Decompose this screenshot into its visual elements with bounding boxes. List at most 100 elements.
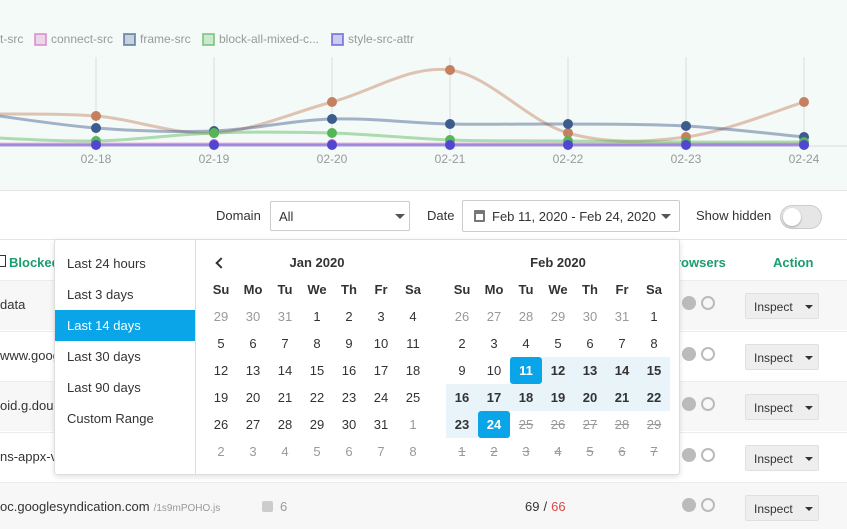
day-cell[interactable]: 31	[269, 303, 301, 330]
day-cell[interactable]: 30	[237, 303, 269, 330]
inspect-button[interactable]: Inspect	[745, 495, 819, 521]
header-checkbox[interactable]	[0, 255, 6, 267]
weekday: Tu	[518, 282, 534, 297]
range-option[interactable]: Last 90 days	[55, 372, 195, 403]
day-number: 5	[554, 336, 562, 351]
day-cell[interactable]: 20	[574, 384, 606, 411]
range-option[interactable]: Last 30 days	[55, 341, 195, 372]
range-option[interactable]: Last 3 days	[55, 279, 195, 310]
day-cell[interactable]: 14	[606, 357, 638, 384]
legend-label: style-src-attr	[348, 32, 414, 46]
day-cell[interactable]: 17	[365, 357, 397, 384]
day-cell[interactable]: 13	[237, 357, 269, 384]
day-cell[interactable]: 27	[237, 411, 269, 438]
date-input[interactable]: Feb 11, 2020 - Feb 24, 2020	[462, 200, 680, 232]
inspect-button[interactable]: Inspect	[745, 293, 819, 319]
day-cell[interactable]: 4	[269, 438, 301, 465]
inspect-button[interactable]: Inspect	[745, 444, 819, 471]
day-cell[interactable]: 28	[510, 303, 542, 330]
day-cell[interactable]: 12	[205, 357, 237, 384]
day-cell[interactable]: 13	[574, 357, 606, 384]
range-option[interactable]: Last 14 days	[55, 310, 195, 341]
day-number: 15	[309, 363, 325, 378]
day-cell[interactable]: 16	[446, 384, 478, 411]
day-cell[interactable]: 14	[269, 357, 301, 384]
day-cell[interactable]: 4	[397, 303, 429, 330]
day-cell[interactable]: 10	[365, 330, 397, 357]
day-cell[interactable]: 23	[333, 384, 365, 411]
inspect-button[interactable]: Inspect	[745, 343, 819, 370]
day-cell[interactable]: 30	[333, 411, 365, 438]
day-cell[interactable]: 29	[542, 303, 574, 330]
domain-select[interactable]: All	[270, 201, 410, 231]
day-cell[interactable]: 1	[301, 303, 333, 330]
day-cell[interactable]: 21	[606, 384, 638, 411]
day-cell[interactable]: 11	[397, 330, 429, 357]
day-cell[interactable]: 20	[237, 384, 269, 411]
toggle[interactable]	[780, 205, 822, 229]
day-cell[interactable]: 17	[478, 384, 510, 411]
day-cell[interactable]: 27	[478, 303, 510, 330]
day-cell[interactable]: 18	[510, 384, 542, 411]
day-cell[interactable]: 3	[478, 330, 510, 357]
day-cell[interactable]: 8	[397, 438, 429, 465]
day-cell[interactable]: 1	[397, 411, 429, 438]
day-cell[interactable]: 18	[397, 357, 429, 384]
day-cell[interactable]: 8	[301, 330, 333, 357]
day-cell[interactable]: 19	[205, 384, 237, 411]
day-cell[interactable]: 31	[606, 303, 638, 330]
day-cell[interactable]: 2	[205, 438, 237, 465]
day-cell[interactable]: 6	[333, 438, 365, 465]
day-cell[interactable]: 5	[205, 330, 237, 357]
data-point	[327, 128, 337, 138]
day-cell[interactable]: 26	[205, 411, 237, 438]
day-cell[interactable]: 6	[574, 330, 606, 357]
day-cell[interactable]: 7	[365, 438, 397, 465]
day-number: 25	[518, 417, 534, 432]
day-cell[interactable]: 16	[333, 357, 365, 384]
prev-arrow[interactable]	[215, 257, 227, 269]
browser-icon	[682, 498, 696, 512]
day-cell[interactable]: 30	[574, 303, 606, 330]
day-cell[interactable]: 5	[301, 438, 333, 465]
day-cell[interactable]: 19	[542, 384, 574, 411]
day-cell[interactable]: 7	[606, 330, 638, 357]
day-cell[interactable]: 29	[205, 303, 237, 330]
day-cell[interactable]: 4	[510, 330, 542, 357]
day-cell[interactable]: 24	[478, 411, 510, 438]
day-cell[interactable]: 22	[638, 384, 670, 411]
day-cell[interactable]: 28	[269, 411, 301, 438]
day-cell[interactable]: 9	[333, 330, 365, 357]
day-cell[interactable]: 5	[542, 330, 574, 357]
day-cell[interactable]: 2	[446, 330, 478, 357]
day-cell[interactable]: 25	[397, 384, 429, 411]
day-cell[interactable]: 22	[301, 384, 333, 411]
inspect-button[interactable]: Inspect	[745, 394, 819, 420]
day-cell[interactable]: 6	[237, 330, 269, 357]
toggle-knob	[783, 208, 801, 226]
day-cell[interactable]: 7	[269, 330, 301, 357]
day-cell[interactable]: 12	[542, 357, 574, 384]
day-cell[interactable]: 3	[237, 438, 269, 465]
day-cell[interactable]: 2	[333, 303, 365, 330]
day-cell[interactable]: 21	[269, 384, 301, 411]
day-cell[interactable]: 10	[478, 357, 510, 384]
day-cell[interactable]: 1	[638, 303, 670, 330]
day-cell[interactable]: 3	[365, 303, 397, 330]
day-cell[interactable]: 29	[301, 411, 333, 438]
day-number: 28	[277, 417, 293, 432]
day-cell[interactable]: 24	[365, 384, 397, 411]
data-point	[91, 123, 101, 133]
day-cell: 26	[542, 411, 574, 438]
day-cell[interactable]: 23	[446, 411, 478, 438]
day-cell[interactable]: 11	[510, 357, 542, 384]
day-cell[interactable]: 15	[638, 357, 670, 384]
day-cell[interactable]: 15	[301, 357, 333, 384]
range-option[interactable]: Last 24 hours	[55, 248, 195, 279]
day-cell[interactable]: 26	[446, 303, 478, 330]
range-option[interactable]: Custom Range	[55, 403, 195, 434]
day-cell[interactable]: 31	[365, 411, 397, 438]
data-point	[327, 114, 337, 124]
day-cell[interactable]: 9	[446, 357, 478, 384]
day-cell[interactable]: 8	[638, 330, 670, 357]
